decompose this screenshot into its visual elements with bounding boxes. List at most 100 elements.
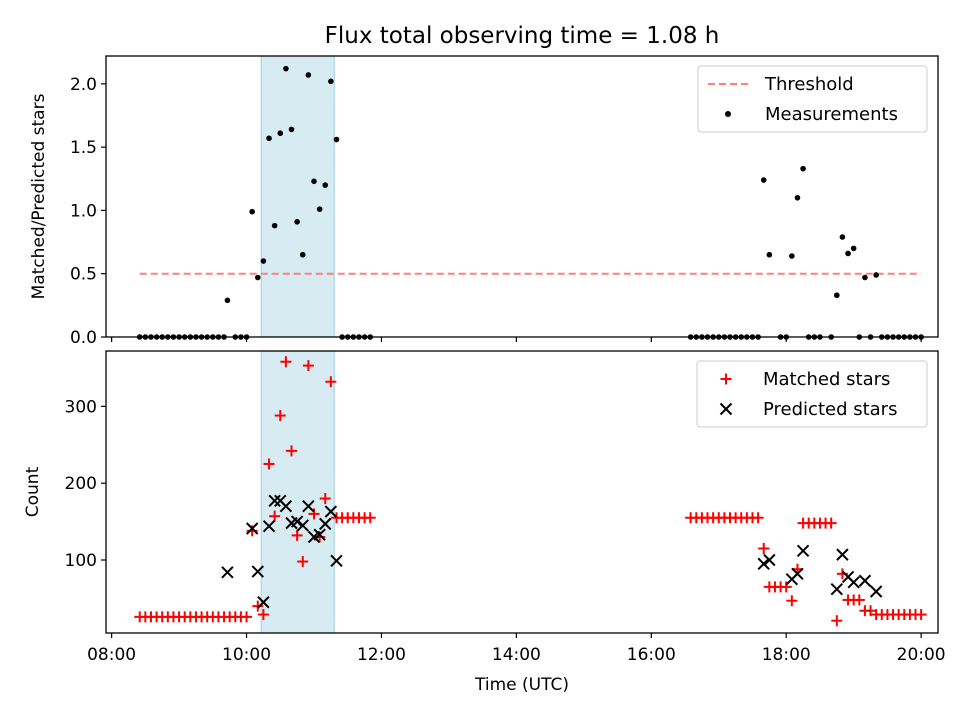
predicted-star-point (245, 522, 259, 535)
matched-star-point (786, 595, 798, 607)
measurement-point (873, 272, 879, 278)
x-tick-label: 20:00 (897, 645, 946, 665)
matched-star-point (752, 512, 764, 524)
predicted-star-point (251, 565, 264, 578)
legend-measurements-swatch (725, 111, 731, 117)
matched-star-point (364, 512, 376, 524)
matched-star-point (263, 458, 275, 470)
predicted-star-point (221, 566, 234, 579)
measurement-point (845, 250, 851, 257)
measurement-point (760, 177, 767, 183)
matched-star-point (825, 517, 837, 529)
chart-title: Flux total observing time = 1.08 h (325, 23, 720, 49)
measurement-point (328, 78, 334, 85)
y-tick-label: 100 (65, 551, 97, 571)
y-tick-label: 0.0 (70, 328, 97, 348)
predicted-star-point (858, 574, 872, 587)
x-tick-label: 18:00 (762, 645, 811, 665)
predicted-star-point (796, 544, 810, 557)
predicted-stars-series (221, 494, 883, 609)
matched-star-point (241, 611, 253, 623)
y-tick-label: 200 (65, 474, 97, 494)
legend-matched-label: Matched stars (763, 369, 890, 390)
measurement-point (311, 178, 317, 185)
predicted-star-point (791, 567, 804, 581)
measurement-point (277, 130, 284, 137)
predicted-star-point (262, 519, 276, 533)
matched-star-point (831, 615, 843, 627)
top-legend-box (697, 65, 928, 133)
measurement-point (271, 222, 278, 229)
matched-star-point (865, 605, 877, 617)
matched-star-point (297, 556, 309, 568)
matched-star-point (291, 529, 303, 541)
legend-predicted-swatch (719, 402, 733, 416)
top-legend: Threshold Measurements (697, 65, 928, 133)
shaded-interval (260, 55, 335, 338)
measurement-point (249, 208, 255, 215)
x-tick-label: 08:00 (87, 645, 136, 665)
matched-star-point (274, 410, 286, 422)
predicted-star-point (313, 528, 326, 541)
matched-star-point (257, 609, 269, 621)
predicted-star-point (268, 494, 281, 508)
measurement-point (254, 274, 261, 281)
matched-stars-series (134, 356, 927, 627)
shaded-interval (260, 350, 335, 634)
measurement-point (266, 135, 272, 142)
matched-star-point (325, 376, 337, 388)
measurement-point (766, 251, 773, 258)
legend-predicted-label: Predicted stars (763, 399, 897, 420)
measurement-point (299, 251, 306, 258)
x-axis-label: Time (UTC) (474, 675, 569, 695)
y-tick-label: 1.0 (70, 201, 97, 221)
bottom-y-axis: 100 200 300 (65, 397, 106, 571)
measurement-point (316, 206, 323, 212)
x-tick-label: 10:00 (222, 645, 271, 665)
top-shaded-interval (260, 55, 335, 338)
y-tick-label: 0.5 (70, 265, 97, 285)
predicted-star-point (757, 557, 770, 571)
predicted-star-point (302, 500, 315, 513)
bottom-y-axis-label: Count (23, 466, 43, 517)
legend-measurements-label: Measurements (765, 104, 898, 125)
bottom-x-axis: 08:00 10:00 12:00 14:00 16:00 18:00 20:00 (87, 633, 946, 665)
measurement-point (850, 245, 857, 252)
bottom-legend: Matched stars Predicted stars (696, 360, 928, 428)
predicted-star-point (869, 585, 883, 598)
matched-star-point (780, 581, 792, 593)
measurement-point (862, 274, 868, 281)
predicted-star-point (330, 554, 343, 567)
matched-star-point (280, 356, 292, 368)
matched-star-point (269, 510, 281, 522)
bottom-shaded-interval (260, 350, 335, 634)
matched-star-point (915, 609, 927, 621)
legend-matched-swatch (720, 373, 732, 385)
measurement-point (800, 165, 806, 172)
bottom-legend-box (696, 360, 928, 428)
predicted-star-point (847, 576, 860, 589)
predicted-star-point (830, 582, 844, 596)
matched-star-point (319, 493, 331, 505)
top-y-axis-label: Matched/Predicted stars (29, 93, 49, 299)
matched-star-point (302, 360, 314, 372)
y-tick-label: 2.0 (70, 75, 97, 95)
measurement-point (283, 65, 289, 72)
measurement-point (834, 292, 840, 299)
predicted-star-point (296, 519, 309, 532)
matched-star-point (308, 508, 320, 520)
measurement-point (260, 258, 267, 264)
measurement-point (789, 253, 795, 259)
measurement-point (839, 234, 846, 240)
x-tick-label: 14:00 (492, 645, 541, 665)
predicted-star-point (290, 515, 304, 528)
measurement-point (305, 72, 312, 78)
measurement-point (322, 182, 329, 188)
predicted-star-point (763, 553, 776, 567)
predicted-star-point (279, 500, 293, 513)
measurement-point (333, 136, 340, 143)
legend-plus-marker (720, 373, 732, 385)
matched-star-point (252, 600, 264, 612)
x-tick-label: 12:00 (357, 645, 406, 665)
